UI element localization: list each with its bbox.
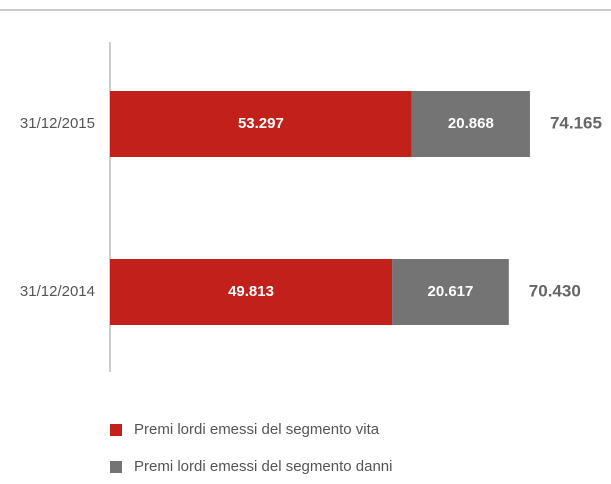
bar-segment [392, 259, 509, 325]
legend-label: Premi lordi emessi del segmento vita [134, 421, 380, 438]
value-label: 20.868 [448, 115, 494, 132]
value-label: 20.617 [427, 283, 473, 300]
legend-swatch [110, 461, 122, 473]
legend-swatch [110, 424, 122, 436]
bar-segment [110, 91, 412, 157]
bar-segment [411, 91, 530, 157]
y-tick-label: 31/12/2015 [20, 115, 95, 132]
value-label: 53.297 [238, 115, 284, 132]
value-label: 49.813 [228, 283, 274, 300]
y-tick-label: 31/12/2014 [20, 283, 95, 300]
total-label: 70.430 [529, 281, 581, 300]
total-label: 74.165 [550, 113, 602, 132]
legend-label: Premi lordi emessi del segmento danni [134, 458, 392, 475]
bar-segment [110, 259, 393, 325]
